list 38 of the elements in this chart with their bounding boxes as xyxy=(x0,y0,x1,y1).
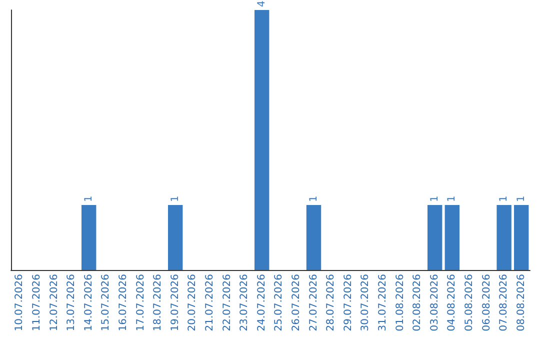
x-tick-label: 21.07.2026 xyxy=(204,274,216,332)
x-tick-label: 28.07.2026 xyxy=(326,274,337,332)
x-tick-label: 30.07.2026 xyxy=(360,274,372,332)
data-label: 1 xyxy=(498,196,510,202)
x-tick-label: 17.07.2026 xyxy=(135,274,146,332)
x-tick-label: 12.07.2026 xyxy=(48,274,60,332)
x-tick-label: 31.07.2026 xyxy=(377,274,388,332)
x-tick-label: 07.08.2026 xyxy=(498,274,510,332)
x-tick-label: 19.07.2026 xyxy=(170,274,181,332)
x-tick-label: 05.08.2026 xyxy=(464,274,475,332)
x-tick-label: 18.07.2026 xyxy=(152,274,164,332)
data-label: 1 xyxy=(308,196,320,202)
x-tick-label: 16.07.2026 xyxy=(118,274,129,332)
data-label: 1 xyxy=(83,196,94,202)
x-tick-label: 02.08.2026 xyxy=(412,274,424,332)
x-tick-label: 01.08.2026 xyxy=(394,274,406,332)
data-label: 1 xyxy=(446,196,458,202)
x-tick-label: 06.08.2026 xyxy=(481,274,492,332)
data-label: 4 xyxy=(256,0,268,7)
data-label: 1 xyxy=(429,196,440,202)
x-tick-label: 08.08.2026 xyxy=(516,274,527,332)
x-tick-label: 20.07.2026 xyxy=(187,274,198,332)
x-tick-label: 24.07.2026 xyxy=(256,274,268,332)
x-tick-label: 23.07.2026 xyxy=(239,274,250,332)
x-tick-label: 13.07.2026 xyxy=(66,274,78,332)
data-label: 1 xyxy=(170,196,181,202)
x-tick-label: 11.07.2026 xyxy=(31,274,42,332)
x-tick-label: 29.07.2026 xyxy=(342,274,354,332)
x-tick-label: 27.07.2026 xyxy=(308,274,320,332)
data-label: 1 xyxy=(516,196,527,202)
x-tick-label: 14.07.2026 xyxy=(83,274,94,332)
x-tick-label: 15.07.2026 xyxy=(100,274,112,332)
x-tick-label: 26.07.2026 xyxy=(290,274,302,332)
x-tick-label: 04.08.2026 xyxy=(446,274,458,332)
x-tick-label: 25.07.2026 xyxy=(274,274,285,332)
x-tick-label: 22.07.2026 xyxy=(222,274,233,332)
x-tick-label: 10.07.2026 xyxy=(14,274,26,332)
x-tick-label: 03.08.2026 xyxy=(429,274,440,332)
